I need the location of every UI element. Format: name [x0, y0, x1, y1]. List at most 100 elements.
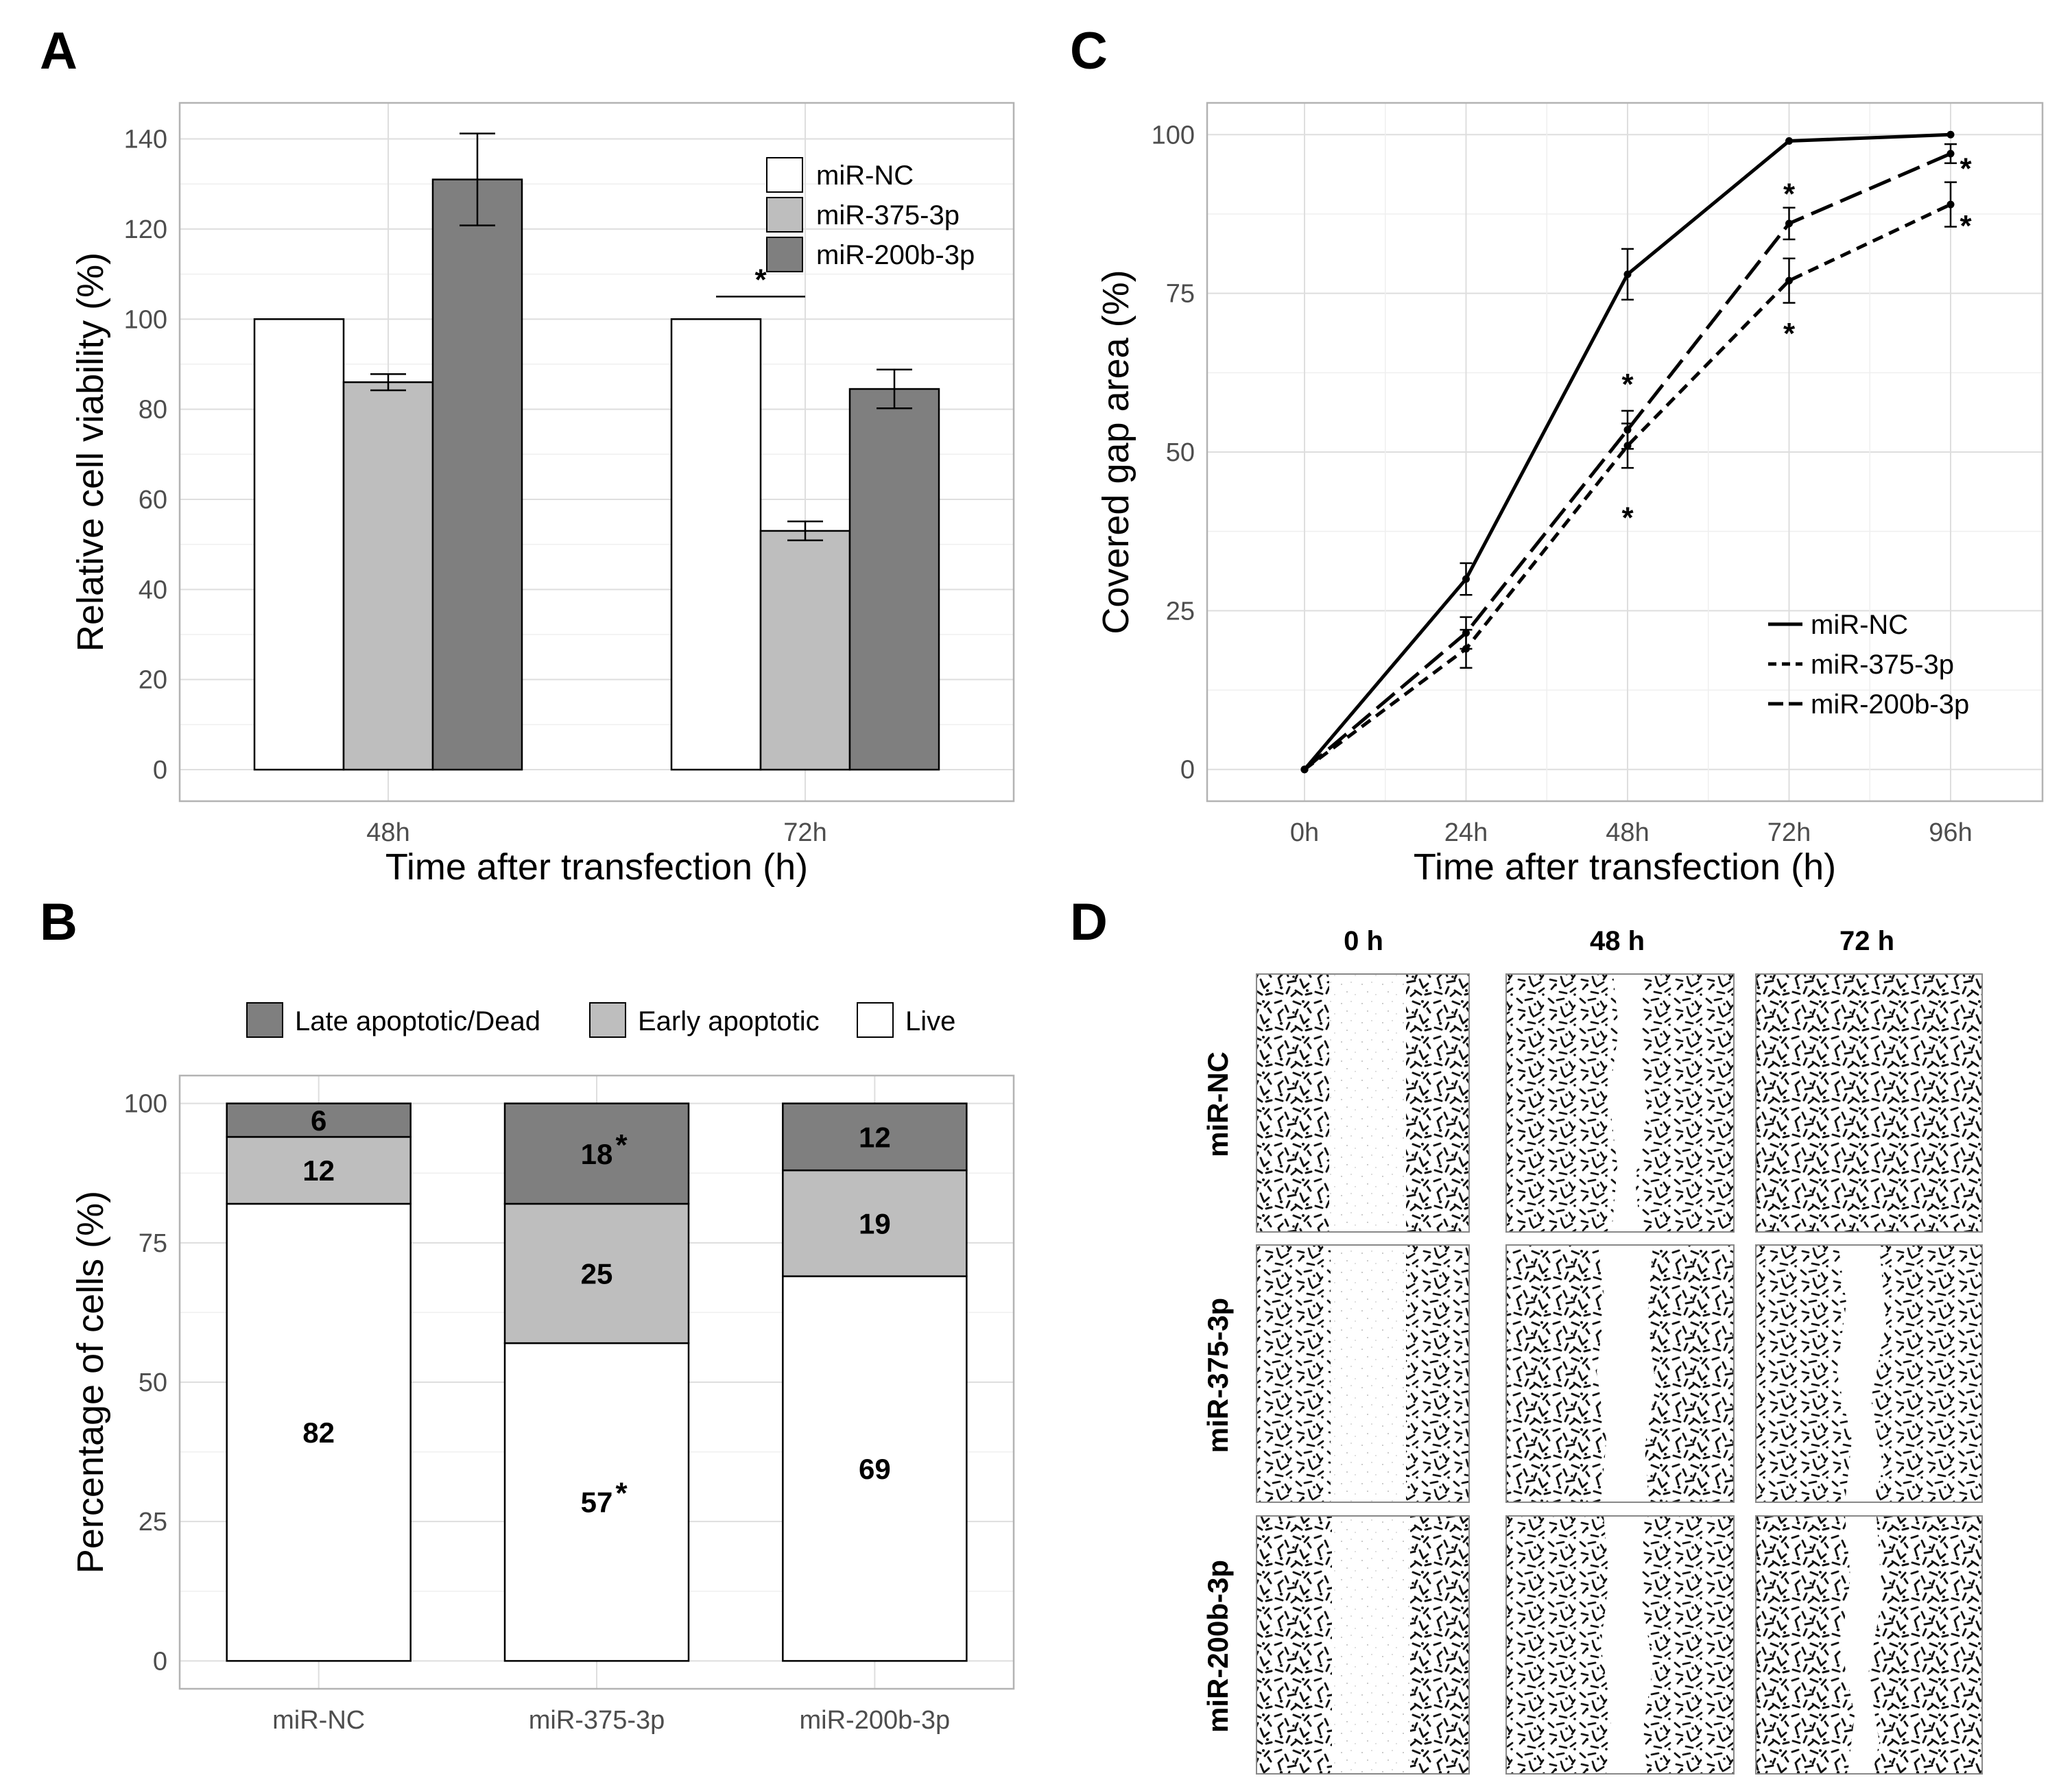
y-tick-label: 100	[124, 1090, 167, 1119]
bar-mir-375-3p-72h	[759, 530, 851, 771]
y-tick-label: 20	[139, 666, 167, 695]
line-mir-200b-3p	[1303, 152, 1951, 771]
segment-label-live-mir-nc: 82	[302, 1416, 335, 1449]
significance-star-96h: *	[1960, 209, 1972, 243]
segment-live-mir-375-3p	[503, 1342, 690, 1662]
y-axis-title: Covered gap area (%)	[1095, 270, 1136, 634]
chart-a-viability: 0 20 40 60 80 100 120 140 48h 72h * miR-NC miR-375-3…	[70, 102, 1015, 888]
legend-label-live: Live	[905, 1006, 955, 1036]
segment-label-late-apoptotic-dead-mir-nc: 6	[311, 1104, 326, 1137]
point-mir-nc-96h	[1946, 130, 1955, 139]
plot-frame	[1206, 102, 2044, 803]
y-tick-label: 25	[139, 1508, 167, 1537]
segment-late-apoptotic-dead-mir-nc	[226, 1102, 412, 1138]
segment-label-early-apoptotic-mir-375-3p: 25	[581, 1258, 613, 1290]
significance-star-48h: *	[1621, 501, 1634, 535]
y-axis-title: Relative cell viability (%)	[70, 252, 111, 652]
legend-label-mir-nc: miR-NC	[816, 161, 914, 191]
y-tick-label: 100	[124, 305, 167, 334]
row-label-mir-375-3p: miR-375-3p	[1202, 1298, 1234, 1453]
y-tick-label: 0	[153, 1647, 167, 1676]
segment-label-early-apoptotic-mir-200b-3p: 19	[859, 1207, 891, 1240]
micrograph-mir-200b-3p-72h	[1755, 1515, 1983, 1775]
segment-label-early-apoptotic-mir-nc: 12	[302, 1154, 335, 1187]
bar-mir-375-3p-48h	[342, 381, 434, 771]
segment-label-live-mir-200b-3p: 69	[859, 1453, 891, 1485]
bar-mir-200b-3p-48h	[431, 178, 523, 771]
segment-early-apoptotic-mir-nc	[226, 1136, 412, 1205]
segment-live-mir-nc	[226, 1202, 412, 1662]
micrograph-mir-nc-0h	[1256, 973, 1470, 1233]
x-tick-label-mir-375-3p: miR-375-3p	[529, 1706, 665, 1735]
micrograph-mir-375-3p-72h	[1755, 1244, 1983, 1503]
column-header-72h: 72 h	[1839, 926, 1894, 956]
significance-star-72h: *	[1783, 178, 1796, 211]
x-tick-label-mir-nc: miR-NC	[272, 1706, 365, 1735]
legend-label-mir-200b-3p: miR-200b-3p	[816, 240, 975, 270]
segment-label-live-mir-375-3p: 57	[581, 1486, 613, 1519]
x-tick-label-24h: 24h	[1444, 818, 1488, 847]
x-tick-label-72h: 72h	[783, 818, 826, 847]
plot-frame	[178, 1074, 1015, 1690]
x-axis-title: Time after transfection (h)	[1414, 846, 1836, 888]
significance-star-48h: *	[1621, 368, 1634, 401]
x-tick-label-72h: 72h	[1767, 818, 1811, 847]
significance-star-96h: *	[1960, 152, 1972, 186]
segment-label-late-apoptotic-dead-mir-375-3p: 18	[581, 1138, 613, 1170]
legend-swatch-live	[857, 1002, 894, 1038]
legend-swatch-early-apoptotic	[589, 1002, 626, 1038]
legend-label-early-apoptotic: Early apoptotic	[638, 1006, 820, 1036]
x-tick-label-48h: 48h	[1606, 818, 1649, 847]
segment-late-apoptotic-dead-mir-375-3p	[503, 1102, 690, 1205]
significance-star: *	[615, 1128, 628, 1162]
point-mir-200b-3p-0h	[1300, 766, 1309, 774]
panel-letter-c: C	[1070, 22, 1108, 80]
legend-swatch-mir-nc	[766, 157, 803, 193]
significance-star: *	[615, 1477, 628, 1510]
x-tick-label-mir-200b-3p: miR-200b-3p	[800, 1706, 951, 1735]
panel-d-scratch-images: 0 h 48 h 72 h miR-NC miR-375-3p miR-200b…	[1202, 926, 1983, 1775]
bar-mir-200b-3p-72h	[848, 388, 940, 771]
micrograph-mir-375-3p-0h	[1256, 1244, 1470, 1503]
y-tick-label: 40	[139, 576, 167, 604]
y-tick-label: 140	[124, 126, 167, 154]
legend-swatch-late-apoptotic-dead	[246, 1002, 283, 1038]
chart-c-wound-closure: 0 25 50 75 100 0h 24h 48h 72h 96h * * * * * * miR-NC miR-…	[1095, 102, 2044, 888]
x-axis-title: Time after transfection (h)	[385, 846, 808, 888]
legend-label-mir-nc: miR-NC	[1811, 610, 1908, 640]
y-tick-label: 50	[1166, 438, 1195, 467]
segment-live-mir-200b-3p	[782, 1275, 968, 1662]
micrograph-mir-nc-72h	[1755, 973, 1983, 1233]
line-mir-375-3p	[1303, 202, 1952, 771]
significance-star: *	[754, 263, 767, 296]
point-mir-nc-72h	[1785, 137, 1793, 145]
x-tick-label-96h: 96h	[1929, 818, 1972, 847]
micrograph-mir-200b-3p-48h	[1505, 1515, 1735, 1775]
row-label-mir-200b-3p: miR-200b-3p	[1202, 1560, 1234, 1733]
micrograph-mir-375-3p-48h	[1505, 1244, 1735, 1503]
y-axis-title: Percentage of cells (%)	[70, 1191, 111, 1574]
micrograph-mir-200b-3p-0h	[1256, 1515, 1470, 1775]
panel-letter-d: D	[1070, 893, 1108, 951]
legend-label-late-apoptotic-dead: Late apoptotic/Dead	[295, 1006, 540, 1036]
x-tick-label-0h: 0h	[1290, 818, 1319, 847]
legend-swatch-mir-200b-3p	[766, 237, 803, 272]
column-header-48h: 48 h	[1590, 926, 1645, 956]
y-tick-label: 60	[139, 486, 167, 514]
legend-label-mir-200b-3p: miR-200b-3p	[1811, 689, 1969, 720]
y-tick-label: 75	[139, 1229, 167, 1258]
y-tick-label: 25	[1166, 597, 1195, 626]
plot-frame	[178, 102, 1015, 803]
significance-star-72h: *	[1783, 317, 1796, 351]
y-tick-label: 0	[153, 756, 167, 785]
y-tick-label: 80	[139, 396, 167, 425]
micrograph-mir-nc-48h	[1505, 973, 1735, 1233]
bar-mir-nc-48h	[253, 318, 345, 771]
y-tick-label: 75	[1166, 280, 1195, 309]
legend-label-mir-375-3p: miR-375-3p	[816, 200, 960, 230]
y-tick-label: 50	[139, 1368, 167, 1397]
bar-mir-nc-72h	[670, 318, 762, 771]
row-label-mir-nc: miR-NC	[1202, 1052, 1234, 1157]
